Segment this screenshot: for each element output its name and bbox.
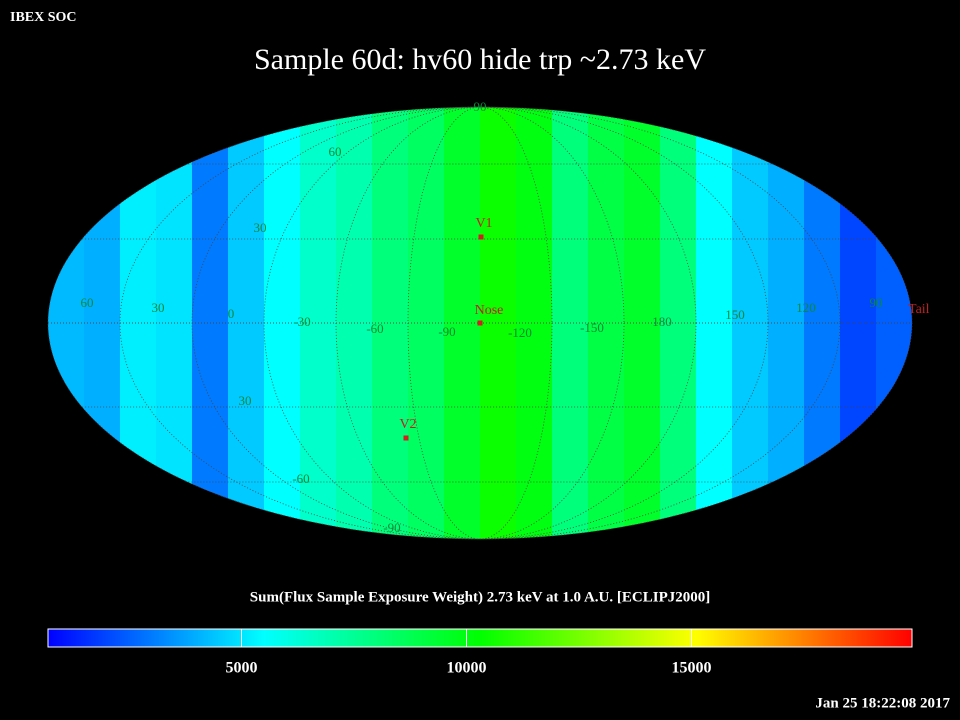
flux-column [840,107,877,539]
meridian [47,106,913,540]
flux-column [876,107,912,539]
graticule [47,106,913,540]
graticule-labels: 90 60 30 60 30 0 -30 -60 -90 -120 -150 180 150 120 90 3… [81,99,930,535]
grid-label: -90 [383,520,400,535]
grid-label: -120 [508,325,532,340]
grid-label: -60 [292,471,309,486]
grid-label: 30 [239,393,252,408]
colorbar-tick-label: 5000 [226,660,258,677]
flux-column [768,107,805,539]
flux-column [156,107,193,539]
grid-label: 30 [254,220,267,235]
timestamp: Jan 25 18:22:08 2017 [815,695,950,711]
grid-label: -150 [580,320,604,335]
corner-label: IBEX SOC [10,10,77,25]
flux-column [120,107,157,539]
marker-label: Tail [908,302,930,317]
marker-label: V1 [475,216,492,231]
flux-column [192,107,229,539]
colorbar-tick-label: 10000 [447,660,487,677]
grid-label: -30 [293,314,310,329]
grid-label: -60 [366,321,383,336]
grid-label: 30 [152,300,165,315]
grid-label: 60 [329,144,342,159]
grid-label: 120 [796,300,816,315]
colorbar-tick-label: 15000 [672,660,712,677]
grid-label: 180 [652,314,672,329]
marker-point [403,435,409,441]
grid-label: 0 [228,306,235,321]
grid-label: -90 [438,324,455,339]
marker-point [477,320,483,326]
flux-column [732,107,769,539]
colorbar: 5000 10000 15000 [47,628,913,677]
grid-label: 90 [474,99,487,114]
marker-label: V2 [399,417,416,432]
grid-label: 150 [725,307,745,322]
flux-column [696,107,733,539]
flux-column [228,107,265,539]
grid-label: 90 [870,295,883,310]
colorbar-bar [47,628,913,648]
flux-column [84,107,121,539]
grid-label: 60 [81,295,94,310]
title: Sample 60d: hv60 hide trp ~2.73 keV [254,43,706,76]
marker-label: Nose [475,303,504,318]
marker-point [478,234,484,240]
flux-column [804,107,841,539]
flux-column [48,107,85,539]
colorbar-label: Sum(Flux Sample Exposure Weight) 2.73 ke… [250,589,710,605]
